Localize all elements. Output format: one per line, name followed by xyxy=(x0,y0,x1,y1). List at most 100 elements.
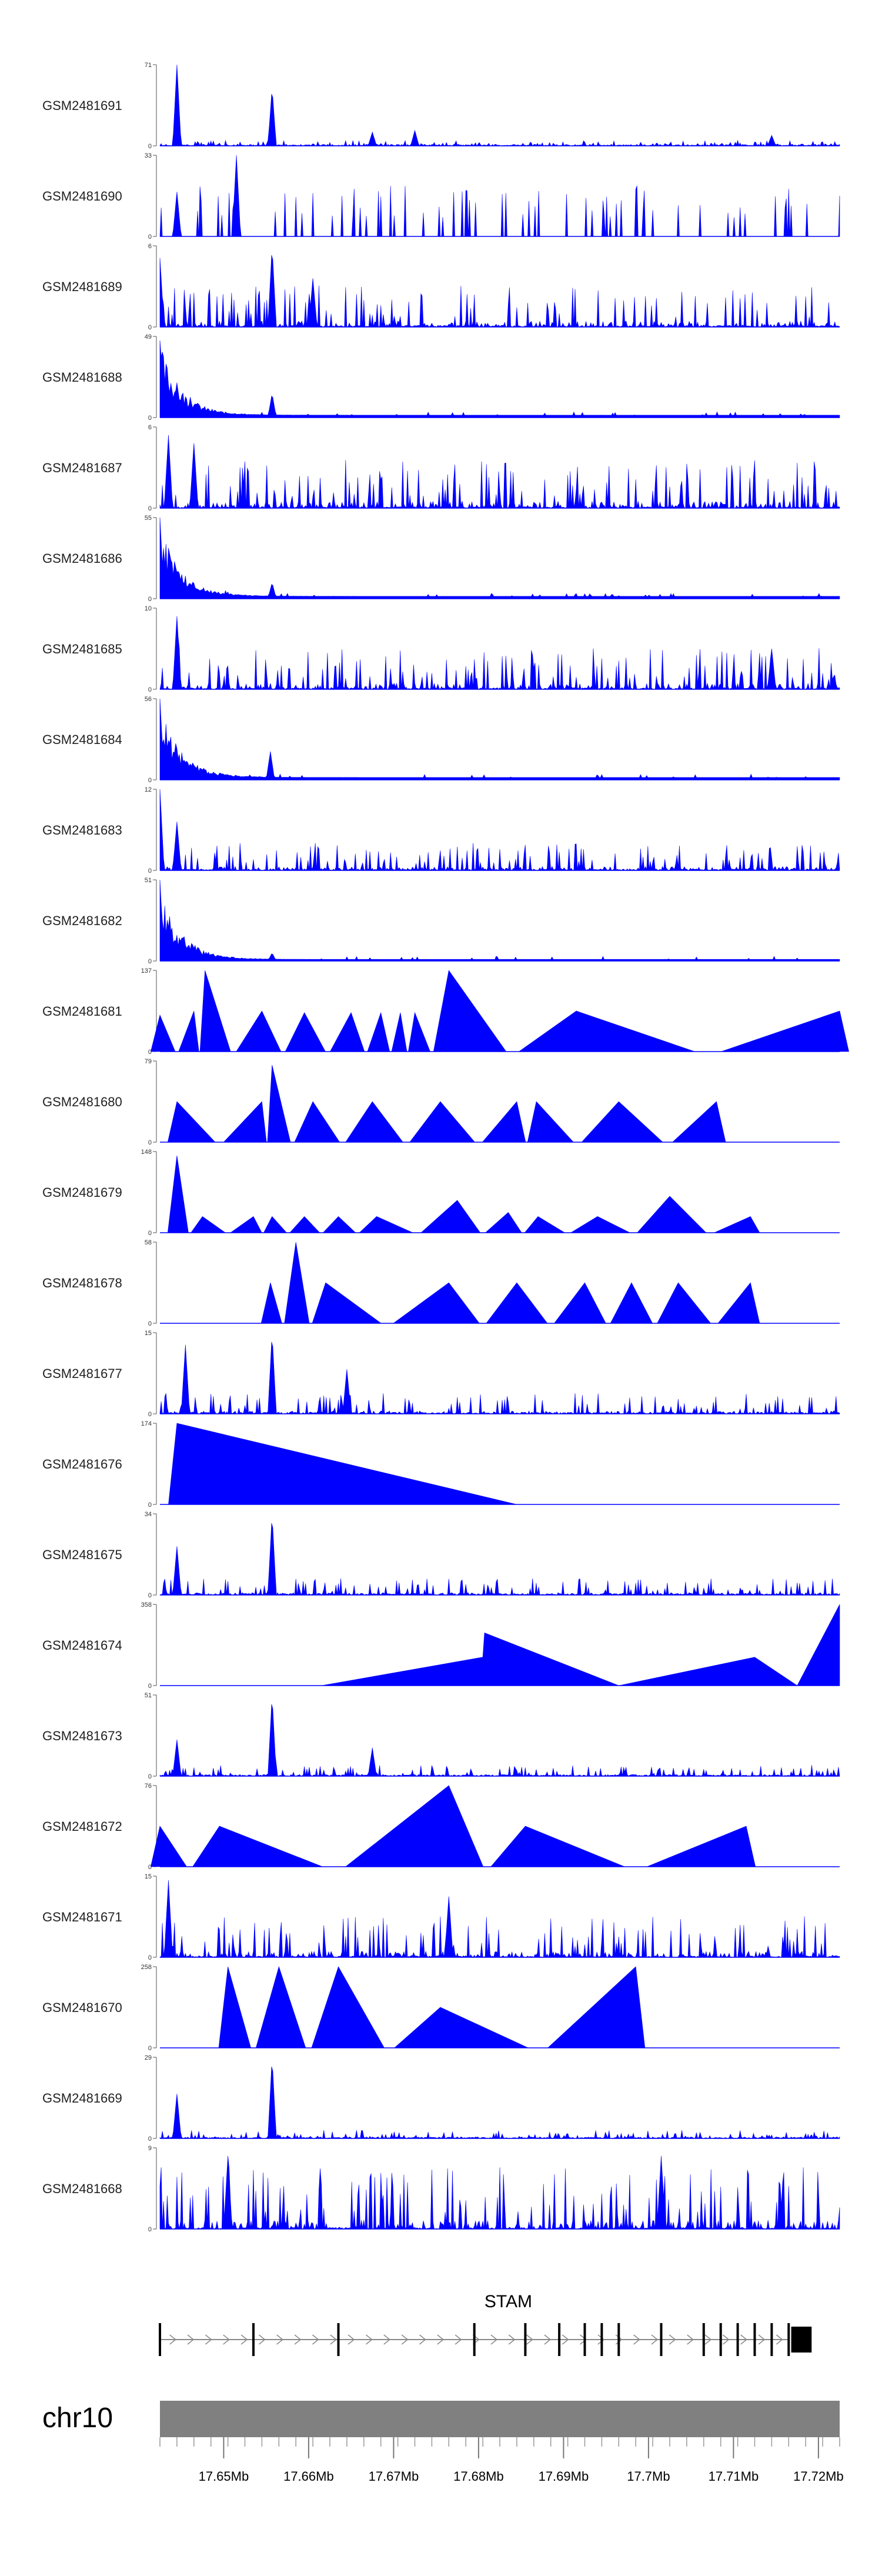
gene-exon xyxy=(473,2323,476,2356)
strand-chevron-icon xyxy=(526,2334,533,2345)
y-max-label: 15 xyxy=(145,1873,152,1880)
y-min-label: 0 xyxy=(148,2045,152,2052)
gene-exon xyxy=(583,2323,586,2356)
signal-area xyxy=(159,435,840,509)
y-min-label: 0 xyxy=(148,1049,152,1056)
track-name-label: GSM2481675 xyxy=(42,1547,122,1562)
strand-chevron-icon xyxy=(169,2334,176,2345)
signal-area xyxy=(321,1604,840,1686)
y-max-label: 76 xyxy=(145,1783,152,1790)
strand-chevron-icon xyxy=(704,2334,712,2345)
track-GSM2481684: GSM2481684 56 0 xyxy=(42,696,840,784)
y-min-label: 0 xyxy=(148,2135,152,2143)
strand-chevron-icon xyxy=(687,2334,694,2345)
strand-chevron-icon xyxy=(633,2334,640,2345)
track-name-label: GSM2481682 xyxy=(42,913,122,928)
y-min-label: 0 xyxy=(148,1320,152,1327)
strand-chevron-icon xyxy=(722,2334,730,2345)
track-GSM2481674: GSM2481674 358 0 xyxy=(42,1601,840,1690)
track-name-label: GSM2481669 xyxy=(42,2091,122,2105)
track-GSM2481675: GSM2481675 34 0 xyxy=(42,1511,840,1599)
track-name-label: GSM2481678 xyxy=(42,1276,122,1290)
axis-tick-label: 17.7Mb xyxy=(627,2469,670,2484)
track-GSM2481676: GSM2481676 174 0 xyxy=(42,1420,840,1509)
y-min-label: 0 xyxy=(148,686,152,693)
track-GSM2481691: GSM2481691 71 0 xyxy=(42,62,840,150)
y-max-label: 9 xyxy=(148,2145,152,2152)
y-max-label: 358 xyxy=(141,1601,152,1609)
signal-area xyxy=(159,616,840,690)
y-min-label: 0 xyxy=(148,505,152,512)
strand-chevron-icon xyxy=(580,2334,587,2345)
strand-chevron-icon xyxy=(223,2334,230,2345)
y-min-label: 0 xyxy=(148,1139,152,1146)
axis-tick-label: 17.69Mb xyxy=(539,2469,589,2484)
gene-exon xyxy=(660,2323,663,2356)
track-name-label: GSM2481689 xyxy=(42,279,122,294)
strand-chevron-icon xyxy=(651,2334,659,2345)
strand-chevron-icon xyxy=(562,2334,569,2345)
strand-chevron-icon xyxy=(776,2334,783,2345)
signal-area xyxy=(218,1966,646,2048)
strand-chevron-icon xyxy=(740,2334,747,2345)
strand-chevron-icon xyxy=(258,2334,266,2345)
y-min-label: 0 xyxy=(148,1501,152,1509)
y-max-label: 79 xyxy=(145,1058,152,1065)
gene-exon xyxy=(736,2323,739,2356)
y-max-label: 33 xyxy=(145,152,152,159)
strand-chevron-icon xyxy=(312,2334,319,2345)
strand-chevron-icon xyxy=(437,2334,445,2345)
gene-exon xyxy=(719,2323,722,2356)
signal-area xyxy=(159,255,840,328)
y-max-label: 12 xyxy=(145,786,152,793)
gene-exon xyxy=(617,2323,620,2356)
track-GSM2481690: GSM2481690 33 0 xyxy=(42,152,840,241)
track-GSM2481681: GSM2481681 137 0 xyxy=(42,967,849,1056)
y-min-label: 0 xyxy=(148,1683,152,1690)
y-min-label: 0 xyxy=(148,1773,152,1780)
track-name-label: GSM2481681 xyxy=(42,1004,122,1019)
strand-chevron-icon xyxy=(419,2334,426,2345)
y-max-label: 51 xyxy=(145,877,152,884)
y-max-label: 174 xyxy=(141,1420,152,1427)
track-name-label: GSM2481680 xyxy=(42,1095,122,1109)
signal-area xyxy=(159,698,840,780)
gene-exon xyxy=(600,2323,603,2356)
track-GSM2481682: GSM2481682 51 0 xyxy=(42,877,840,965)
signal-area xyxy=(159,879,840,962)
y-min-label: 0 xyxy=(148,958,152,965)
track-GSM2481687: GSM2481687 6 0 xyxy=(42,424,840,512)
y-max-label: 137 xyxy=(141,967,152,975)
strand-chevron-icon xyxy=(669,2334,676,2345)
signal-area xyxy=(159,340,840,418)
gene-exon xyxy=(337,2323,340,2356)
y-min-label: 0 xyxy=(148,143,152,150)
y-min-label: 0 xyxy=(148,1230,152,1237)
chromosome-bar xyxy=(160,2401,840,2437)
y-min-label: 0 xyxy=(148,1411,152,1418)
y-max-label: 15 xyxy=(145,1330,152,1337)
y-max-label: 34 xyxy=(145,1511,152,1518)
y-min-label: 0 xyxy=(148,1954,152,1961)
track-name-label: GSM2481684 xyxy=(42,732,122,747)
signal-area xyxy=(159,789,840,871)
signal-area xyxy=(167,1065,726,1143)
y-min-label: 0 xyxy=(148,777,152,784)
strand-chevron-icon xyxy=(276,2334,283,2345)
track-GSM2481673: GSM2481673 51 0 xyxy=(42,1692,840,1780)
strand-chevron-icon xyxy=(383,2334,391,2345)
y-min-label: 0 xyxy=(148,867,152,875)
gene-utr-block xyxy=(791,2327,812,2353)
gene-exon xyxy=(159,2323,161,2356)
signal-area xyxy=(159,517,840,599)
signal-area xyxy=(159,2155,840,2230)
track-name-label: GSM2481686 xyxy=(42,551,122,566)
axis-tick-label: 17.66Mb xyxy=(283,2469,334,2484)
y-max-label: 29 xyxy=(145,2054,152,2061)
signal-area xyxy=(159,155,840,237)
gene-exon xyxy=(787,2323,790,2356)
track-name-label: GSM2481668 xyxy=(42,2181,122,2196)
y-max-label: 6 xyxy=(148,424,152,431)
axis-tick-label: 17.68Mb xyxy=(453,2469,504,2484)
